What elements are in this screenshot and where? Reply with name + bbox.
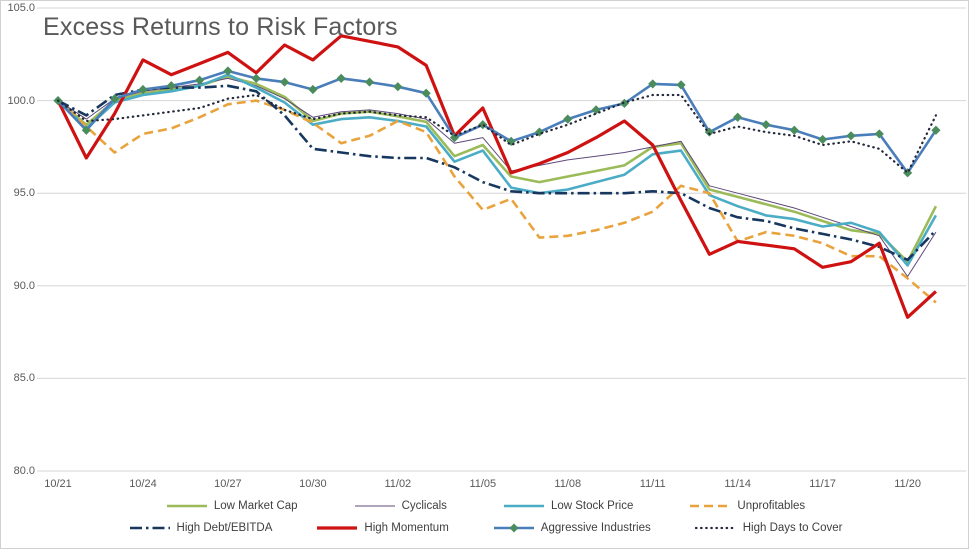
legend-row-1: Low Market Cap Cyclicals Low Stock Price Un… (1, 500, 969, 512)
diamond-marker (846, 131, 856, 141)
legend-item-high-days-to-cover[interactable]: High Days to Cover (694, 522, 843, 534)
diamond-marker (223, 66, 233, 76)
legend-row-2: High Debt/EBITDA High Momentum Aggressive … (1, 522, 969, 534)
y-tick-label: 105.0 (7, 2, 35, 14)
legend-swatch (354, 505, 395, 507)
legend-item-aggressive-industries[interactable]: Aggressive Industries (493, 522, 651, 534)
diamond-marker (733, 112, 743, 122)
diamond-marker (110, 94, 120, 104)
x-tick-label: 11/02 (384, 478, 412, 490)
legend-label: High Days to Cover (742, 522, 843, 534)
legend-item-high-momentum[interactable]: High Momentum (316, 522, 449, 534)
x-tick-label: 10/30 (299, 478, 327, 490)
x-tick-label: 11/11 (639, 478, 666, 490)
y-tick-label: 90.0 (13, 279, 35, 292)
diamond-marker (761, 120, 771, 130)
series-line-low-stock-price (57, 73, 938, 267)
x-tick-label: 11/14 (724, 478, 752, 490)
diamond-marker (138, 84, 148, 95)
x-tick-label: 10/27 (214, 478, 242, 490)
diamond-marker (931, 125, 941, 135)
diamond-marker (308, 84, 318, 95)
x-tick-label: 10/24 (129, 478, 157, 490)
diamond-marker (874, 129, 884, 139)
diamond-marker (336, 73, 346, 83)
diamond-marker (563, 114, 573, 124)
x-tick-label: 11/20 (894, 478, 921, 490)
legend-swatch (503, 504, 544, 508)
x-tick-label: 10/21 (44, 478, 72, 490)
y-tick-label: 100.0 (7, 94, 35, 107)
diamond-marker (789, 125, 799, 135)
diamond-marker (364, 77, 375, 87)
legend-item-high-debt-ebitda[interactable]: High Debt/EBITDA (129, 522, 273, 534)
diamond-marker (591, 105, 601, 115)
x-tick-label: 11/17 (809, 478, 836, 490)
diamond-marker (478, 120, 488, 130)
series-line-aggressive-industries (57, 69, 937, 175)
diamond-marker (421, 88, 431, 98)
legend-swatch (166, 504, 207, 508)
legend-label: Low Stock Price (550, 500, 634, 512)
diamond-marker (676, 80, 686, 90)
legend-swatch (690, 504, 731, 508)
x-tick-label: 11/08 (554, 478, 582, 490)
legend-label: Unprofitables (737, 500, 806, 512)
series-line-high-debt-ebitda (57, 84, 937, 262)
diamond-marker (279, 77, 290, 87)
series-line-high-days-to-cover (56, 93, 938, 174)
legend-swatch (129, 526, 170, 530)
y-tick-label: 95.0 (13, 187, 35, 200)
diamond-marker (648, 79, 658, 89)
legend-item-low-stock-price[interactable]: Low Stock Price (503, 500, 633, 512)
legend-swatch (694, 526, 737, 530)
diamond-marker (251, 73, 261, 83)
legend-label: High Momentum (364, 522, 449, 534)
diamond-marker (195, 75, 205, 85)
legend-label: Aggressive Industries (540, 522, 651, 534)
legend-label: Low Market Cap (213, 500, 298, 512)
diamond-marker (81, 125, 91, 135)
diamond-marker (619, 98, 629, 108)
diamond-marker (818, 134, 828, 145)
legend-item-low-market-cap[interactable]: Low Market Cap (166, 500, 298, 512)
legend-item-cyclicals[interactable]: Cyclicals (354, 500, 447, 512)
series-line-cyclicals (57, 77, 937, 277)
legend-item-unprofitables[interactable]: Unprofitables (689, 500, 805, 512)
series-line-unprofitables (57, 99, 937, 304)
legend-swatch (317, 526, 358, 530)
plot-area (37, 7, 966, 472)
x-tick-label: 11/05 (469, 478, 497, 490)
diamond-marker (704, 127, 714, 137)
legend-swatch (493, 523, 534, 533)
diamond-marker (166, 81, 176, 91)
legend-label: Cyclicals (401, 500, 447, 512)
diamond-marker (393, 82, 403, 92)
series-line-high-momentum (56, 34, 937, 319)
legend-label: High Debt/EBITDA (176, 522, 273, 534)
y-tick-label: 85.0 (13, 372, 35, 385)
y-tick-label: 80.0 (13, 465, 35, 477)
